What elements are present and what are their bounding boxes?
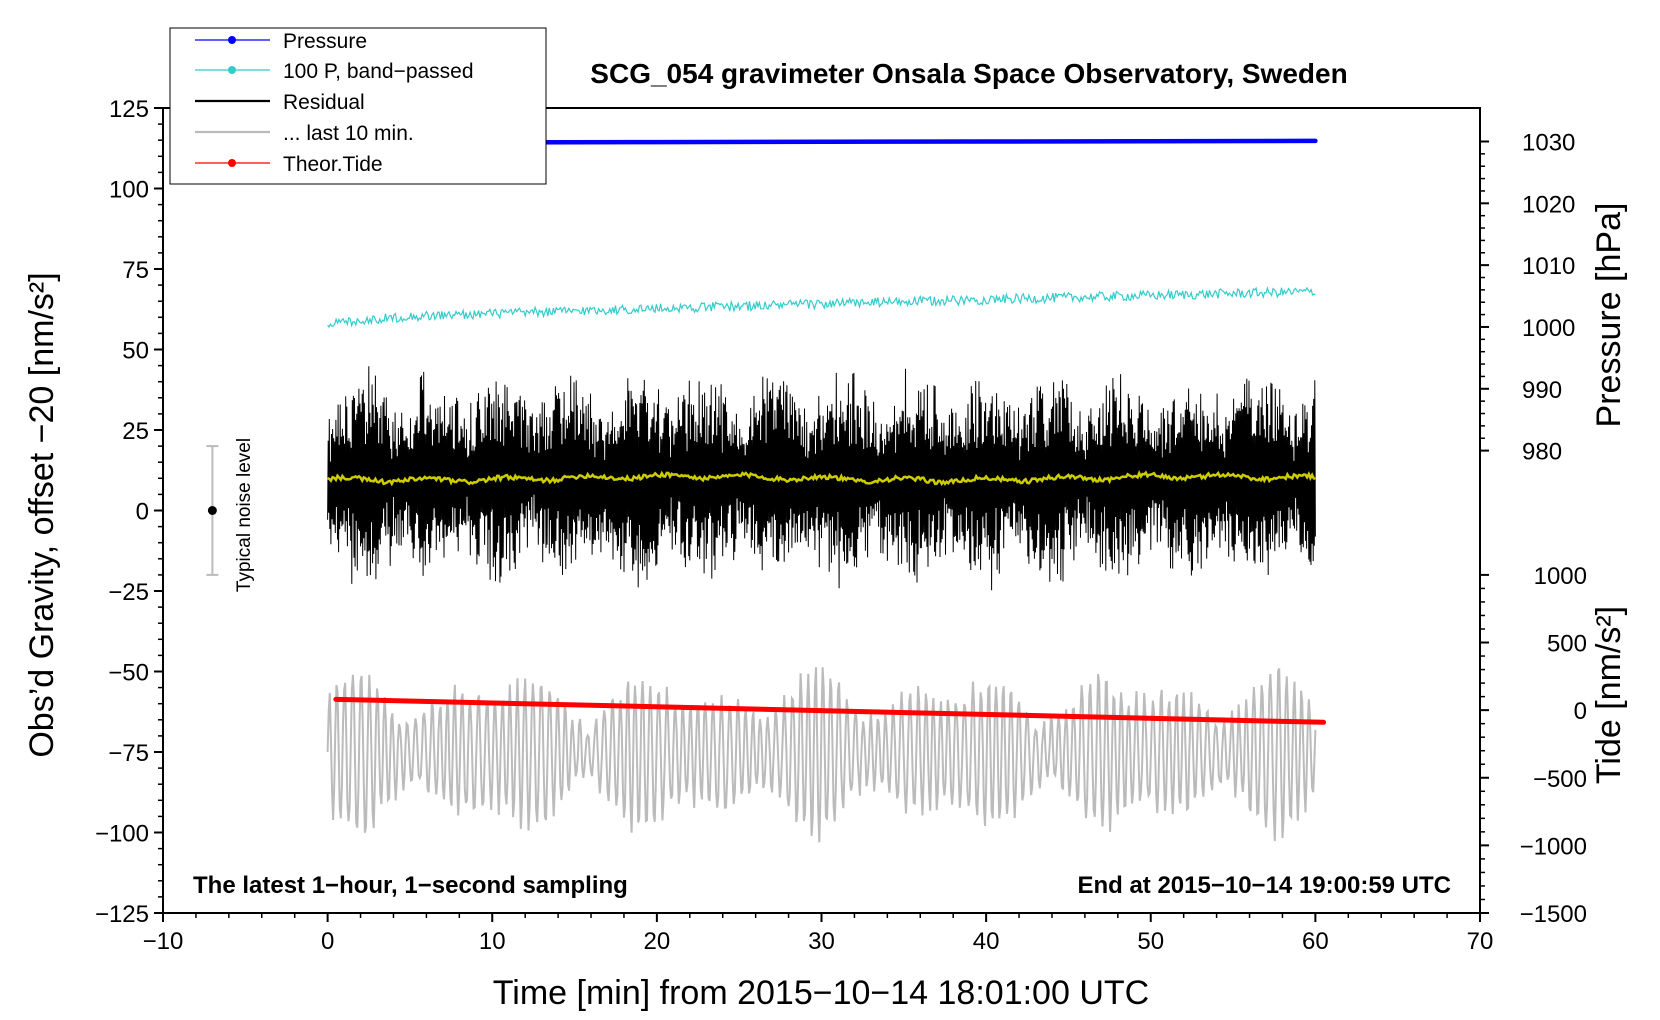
series-residual (327, 366, 1316, 591)
y-axis-label-pressure: Pressure [hPa] (1590, 203, 1628, 428)
y-tick-label: −100 (95, 821, 149, 848)
pressure-tick-label: 980 (1522, 439, 1562, 466)
pressure-tick-label: 1020 (1522, 191, 1575, 218)
x-tick-label: 0 (321, 928, 334, 955)
legend-swatch-dot (228, 159, 236, 167)
legend-swatch-dot (228, 66, 236, 74)
annotation-end-time: End at 2015−10−14 19:00:59 UTC (1077, 872, 1451, 899)
y-tick-label: −50 (108, 660, 149, 687)
x-tick-label: 10 (479, 928, 506, 955)
pressure-tick-label: 1010 (1522, 253, 1575, 280)
legend: Pressure 100 P, band−passed Residual ...… (169, 27, 547, 185)
y-tick-label: 125 (109, 96, 149, 123)
legend-label-residual: Residual (283, 91, 365, 114)
tide-tick-label: −1000 (1520, 833, 1587, 860)
x-tick-label: 60 (1302, 928, 1329, 955)
tide-tick-label: 500 (1547, 631, 1587, 658)
chart-title: SCG_054 gravimeter Onsala Space Observat… (590, 58, 1347, 89)
y-tick-label: 0 (136, 499, 149, 526)
x-axis-ticks: −10 0 10 20 30 40 50 60 70 (143, 913, 1494, 955)
y-tick-label: −75 (108, 740, 149, 767)
y-tick-label: 25 (122, 418, 149, 445)
legend-label-bandpassed: 100 P, band−passed (283, 60, 474, 83)
y-tick-label: −125 (95, 901, 149, 928)
y-axis-label-tide: Tide [nm/s²] (1590, 606, 1628, 784)
annotation-sampling: The latest 1−hour, 1−second sampling (193, 872, 628, 899)
series-bandpassed-pressure (327, 286, 1316, 329)
series-layer (325, 138, 1327, 843)
pressure-tick-label: 1000 (1522, 315, 1575, 342)
tide-tick-label: 0 (1574, 698, 1587, 725)
tide-tick-label: −1500 (1520, 901, 1587, 928)
legend-label-tide: Theor.Tide (283, 153, 383, 176)
noise-bar-center-dot (207, 506, 217, 515)
tide-tick-label: 1000 (1534, 563, 1587, 590)
y-tick-label: 100 (109, 177, 149, 204)
y-tick-label: 75 (122, 257, 149, 284)
x-tick-label: 30 (808, 928, 835, 955)
x-tick-label: 40 (973, 928, 1000, 955)
legend-box (169, 27, 547, 185)
legend-swatch-dot (228, 36, 236, 44)
series-residual-smoothed (327, 470, 1316, 487)
pressure-tick-label: 1030 (1522, 129, 1575, 156)
series-last-10-min (326, 667, 1317, 843)
noise-level-bar (206, 445, 219, 576)
tide-tick-label: −500 (1533, 766, 1587, 793)
pressure-axis-ticks: 980 990 1000 1010 1020 1030 (1480, 129, 1575, 466)
y-tick-label: −25 (108, 579, 149, 606)
y-tick-label: 50 (122, 338, 149, 365)
x-axis-label: Time [min] from 2015−10−14 18:01:00 UTC (493, 974, 1149, 1012)
pressure-tick-label: 990 (1522, 377, 1562, 404)
x-tick-label: 20 (644, 928, 671, 955)
x-tick-label: 70 (1467, 928, 1494, 955)
y-axis-label-left: Obs’d Gravity, offset −20 [nm/s²] (23, 272, 61, 757)
legend-label-last10: ... last 10 min. (283, 122, 414, 145)
tide-axis-ticks: 1000 500 0 −500 −1000 −1500 (1480, 563, 1587, 928)
y-axis-ticks: 125 100 75 50 25 0 −25 −50 −75 −100 −125 (95, 96, 163, 928)
x-tick-label: 50 (1137, 928, 1164, 955)
series-theor-tide (333, 696, 1327, 725)
legend-label-pressure: Pressure (283, 30, 367, 53)
noise-level-label: Typical noise level (234, 438, 255, 592)
x-tick-label: −10 (143, 928, 184, 955)
